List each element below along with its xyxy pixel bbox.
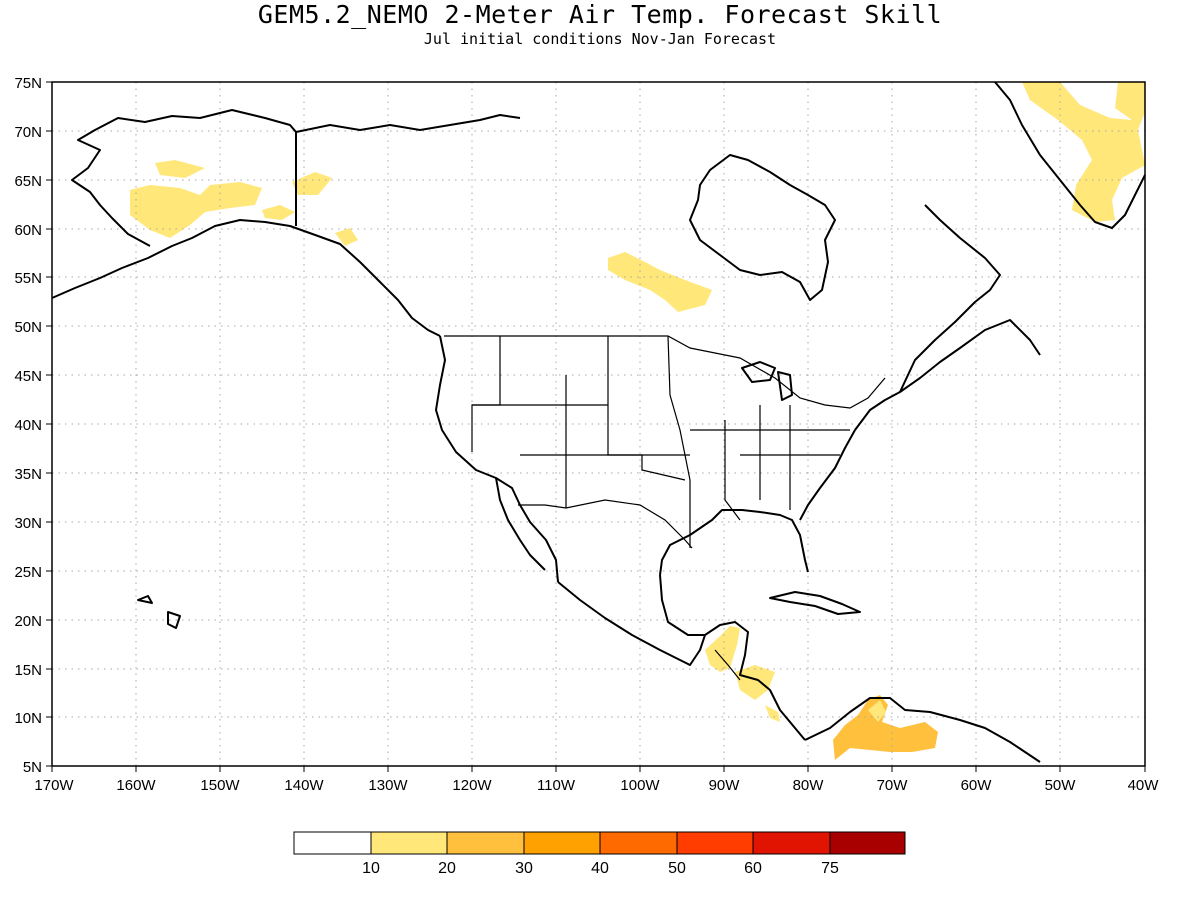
legend-swatch-5 [676,831,754,855]
lat-label: 65N [14,173,42,190]
lon-label: 130W [368,777,408,794]
lat-label: 40N [14,417,42,434]
state-borders [295,132,886,681]
map-title: GEM5.2_NEMO 2-Meter Air Temp. Forecast S… [257,0,943,29]
lon-label: 110W [537,777,576,794]
lon-labels: 170W 160W 150W 140W 130W 120W 110W 100W … [34,777,1159,794]
lon-label: 90W [709,777,741,794]
legend-label: 50 [668,860,686,877]
lon-label: 50W [1045,777,1077,794]
legend-label: 60 [744,860,762,877]
lat-label: 75N [14,75,42,92]
color-legend: 10 20 30 40 50 60 75 [293,831,906,877]
lon-label: 80W [793,777,825,794]
legend-label: 75 [821,860,839,877]
lat-label: 20N [14,613,42,630]
legend-label: 20 [438,860,456,877]
lat-label: 70N [14,124,42,141]
lat-label: 25N [14,564,42,581]
map-subtitle: Jul initial conditions Nov-Jan Forecast [423,30,777,48]
lat-label: 45N [14,368,42,385]
lon-label: 150W [200,777,240,794]
lon-label: 70W [877,777,909,794]
legend-swatch-4 [599,831,678,855]
lat-labels: 75N 70N 65N 60N 55N 50N 45N 40N 35N 30N … [14,75,42,776]
lon-label: 120W [452,777,492,794]
legend-label: 10 [362,860,380,877]
lat-label: 50N [14,319,42,336]
legend-swatch-2 [446,831,525,855]
lon-label: 170W [34,777,74,794]
lat-label: 5N [23,759,42,776]
lat-label: 60N [14,222,42,239]
lat-label: 55N [14,270,42,287]
legend-label: 30 [515,860,533,877]
legend-swatch-3 [523,831,601,855]
skill-shading [130,82,1145,760]
legend-swatch-6 [752,831,831,855]
legend-swatch-1 [370,831,448,855]
lon-label: 100W [620,777,660,794]
lat-label: 35N [14,466,42,483]
legend-swatch-7 [829,831,906,855]
lon-label: 60W [961,777,993,794]
lat-label: 10N [14,710,42,727]
legend-swatch-0 [293,831,372,855]
lat-label: 15N [14,662,42,679]
axis-ticks [46,81,1146,772]
lon-label: 40W [1128,777,1160,794]
lat-lon-grid [52,82,1145,766]
lon-label: 140W [284,777,324,794]
lon-label: 160W [116,777,156,794]
lat-label: 30N [14,515,42,532]
coastlines [51,81,1146,763]
legend-label: 40 [591,860,609,877]
